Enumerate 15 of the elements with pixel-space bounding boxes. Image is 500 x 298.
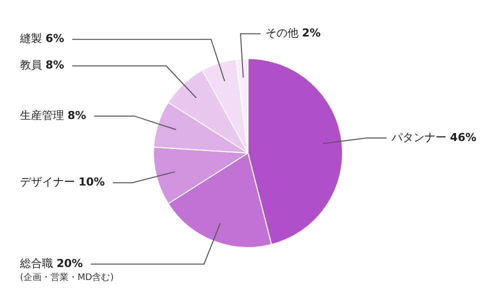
text: (企画・営業・MD含む) bbox=[20, 272, 114, 283]
slice-label: デザイナー bbox=[20, 176, 78, 189]
data-label: 8% bbox=[67, 108, 86, 122]
slice-label: 教員 bbox=[20, 58, 46, 72]
data-label: 46% bbox=[450, 130, 476, 144]
slice-label: 生産管理 bbox=[20, 108, 68, 122]
slice-label: 総合職 bbox=[19, 256, 56, 270]
data-label: 20% bbox=[56, 256, 83, 270]
data-label: 6% bbox=[45, 32, 64, 46]
slice-label: 縫製 bbox=[19, 32, 46, 46]
data-label: 2% bbox=[302, 26, 321, 40]
data-label: 8% bbox=[45, 58, 64, 72]
data-label: 10% bbox=[78, 176, 105, 189]
slice-label: パタンナー bbox=[390, 130, 450, 144]
slice-label: その他 bbox=[265, 26, 302, 40]
